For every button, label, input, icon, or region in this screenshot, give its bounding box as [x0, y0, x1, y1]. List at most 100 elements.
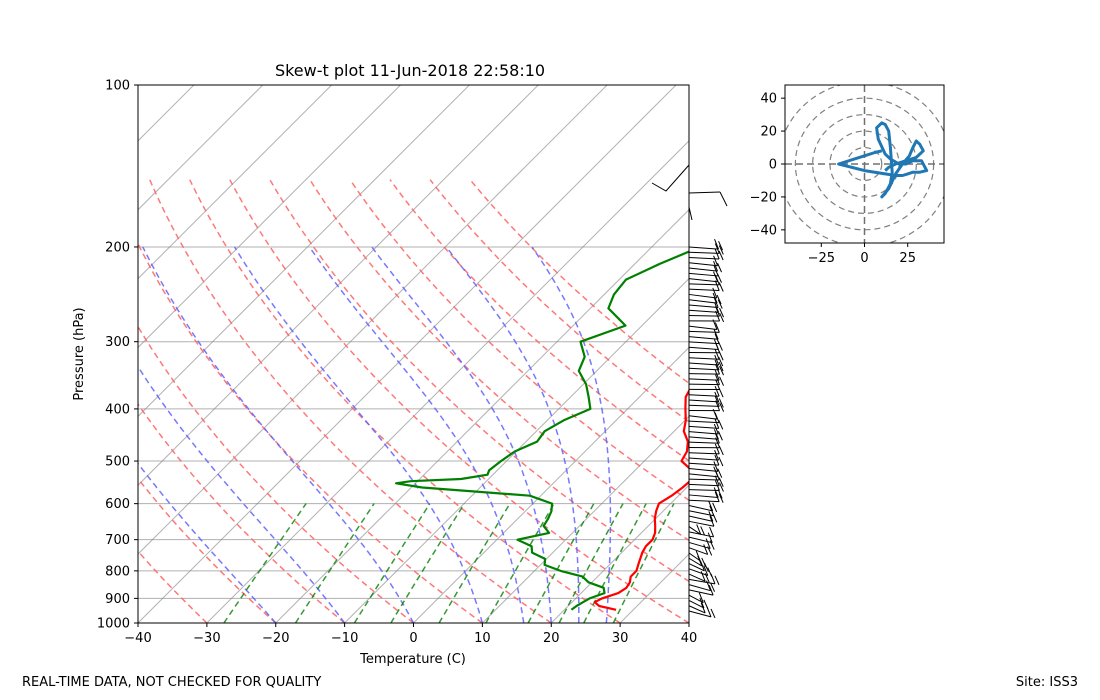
dry-adiabat: [389, 179, 689, 462]
isotherm-line: [138, 85, 470, 418]
hodograph-y-tick-label: 0: [769, 158, 777, 173]
hodograph-y-tick-label: 40: [760, 92, 777, 107]
dry-adiabat: [189, 179, 621, 623]
dewpoint-trace: [395, 250, 689, 611]
wind-barb: [688, 322, 720, 333]
wind-barb: [688, 584, 714, 596]
range-ring: [846, 146, 883, 182]
wind-barb: [688, 391, 720, 403]
isotherm-line: [206, 140, 689, 623]
wind-barb: [688, 400, 725, 412]
skew-t-plot: −40 −30 −20 −10 0 10 20 30 40 100 200 300 400 500 600 7…: [0, 61, 728, 667]
wind-barb: [688, 354, 724, 367]
x-tick-label: 10: [474, 631, 491, 646]
wind-barb: [688, 550, 701, 562]
wind-barb: [688, 526, 715, 538]
wind-barb: [688, 532, 713, 544]
x-tick-label: −30: [193, 631, 220, 646]
y-axis-label: Pressure (hPa): [72, 307, 87, 400]
isotherm-line: [413, 346, 689, 623]
wind-barb: [688, 260, 722, 273]
isotherm-line: [0, 85, 56, 623]
wind-barb: [688, 248, 724, 261]
wind-barb: [688, 287, 718, 299]
moist-adiabat: [371, 246, 553, 623]
dry-adiabat: [138, 402, 346, 623]
isotherm-line: [138, 85, 264, 211]
mixing-ratio-line: [558, 503, 624, 623]
isotherm-line: [482, 415, 689, 623]
range-ring: [812, 114, 917, 214]
wind-barb: [688, 466, 723, 478]
dry-adiabat: [138, 325, 414, 623]
wind-barb: [688, 370, 720, 381]
wind-barb: [688, 433, 720, 444]
x-tick-label: 40: [681, 631, 698, 646]
y-tick-label: 500: [105, 455, 130, 470]
y-tick-label: 400: [105, 402, 130, 417]
skew-t-frame: [137, 84, 690, 624]
wind-barb: [651, 164, 690, 192]
y-tick-label: 700: [105, 533, 130, 548]
wind-barb: [688, 461, 719, 472]
wind-barb: [688, 274, 720, 286]
hodograph-x-tick-label: 0: [860, 251, 868, 266]
site-label: Site: ISS3: [1016, 675, 1078, 690]
x-tick-label: 0: [409, 631, 417, 646]
x-tick-label: −20: [262, 631, 289, 646]
moist-adiabat: [531, 246, 612, 623]
isotherm-line: [619, 553, 689, 623]
wind-barb: [688, 555, 707, 568]
wind-barb: [719, 191, 728, 207]
dry-adiabat: [429, 179, 689, 423]
dry-adiabat: [309, 179, 689, 542]
dry-adiabat: [349, 179, 689, 502]
mixing-ratio-line: [223, 503, 307, 623]
dry-adiabat: [149, 179, 552, 623]
mixing-ratio-line: [438, 503, 511, 623]
isotherm-line: [138, 85, 608, 555]
mixing-ratio-line: [583, 503, 647, 623]
hodograph-y-tick-label: −20: [750, 190, 777, 205]
skew-t-grid: [0, 85, 689, 623]
isotherm-line: [138, 85, 539, 486]
y-tick-label: 200: [105, 240, 130, 255]
y-tick-label: 800: [105, 564, 130, 579]
hodograph: −25 0 25 −40 −20 0 20 40: [750, 84, 945, 266]
wind-barb: [688, 500, 718, 513]
isotherm-line: [275, 209, 689, 623]
x-tick-label: −10: [331, 631, 358, 646]
hodograph-x-tick-label: 25: [899, 251, 916, 266]
hodograph-ticks: −25 0 25 −40 −20 0 20 40: [750, 92, 916, 266]
moist-adiabat: [138, 462, 277, 623]
mixing-ratio-line: [527, 503, 595, 623]
wind-barb: [688, 206, 693, 221]
mixing-ratio-line: [485, 503, 555, 623]
y-tick-label: 100: [105, 79, 130, 94]
wind-barb: [688, 329, 719, 340]
hodograph-y-tick-label: −40: [750, 223, 777, 238]
wind-barb: [688, 255, 719, 267]
y-tick-label: 300: [105, 335, 130, 350]
wind-barb: [688, 580, 716, 592]
isotherm-line: [550, 484, 689, 623]
isotherm-line: [138, 85, 401, 349]
wind-barb: [688, 423, 719, 435]
wind-barb: [688, 418, 724, 430]
wind-barb: [688, 524, 706, 536]
wind-barb: [688, 191, 721, 194]
mixing-ratio-line: [294, 503, 375, 623]
moist-adiabat: [233, 246, 484, 623]
wind-barb: [688, 475, 724, 487]
y-tick-label: 900: [105, 592, 130, 607]
temperature-trace: [593, 388, 689, 611]
wind-barb: [688, 449, 720, 461]
quality-note: REAL-TIME DATA, NOT CHECKED FOR QUALITY: [22, 675, 321, 690]
y-tick-label: 600: [105, 497, 130, 512]
moist-adiabat: [138, 365, 346, 623]
wind-barb: [688, 280, 724, 292]
wind-barb: [688, 443, 724, 456]
wind-barb: [688, 333, 720, 345]
isotherm-line: [138, 85, 677, 623]
wind-barbs: [651, 164, 728, 619]
